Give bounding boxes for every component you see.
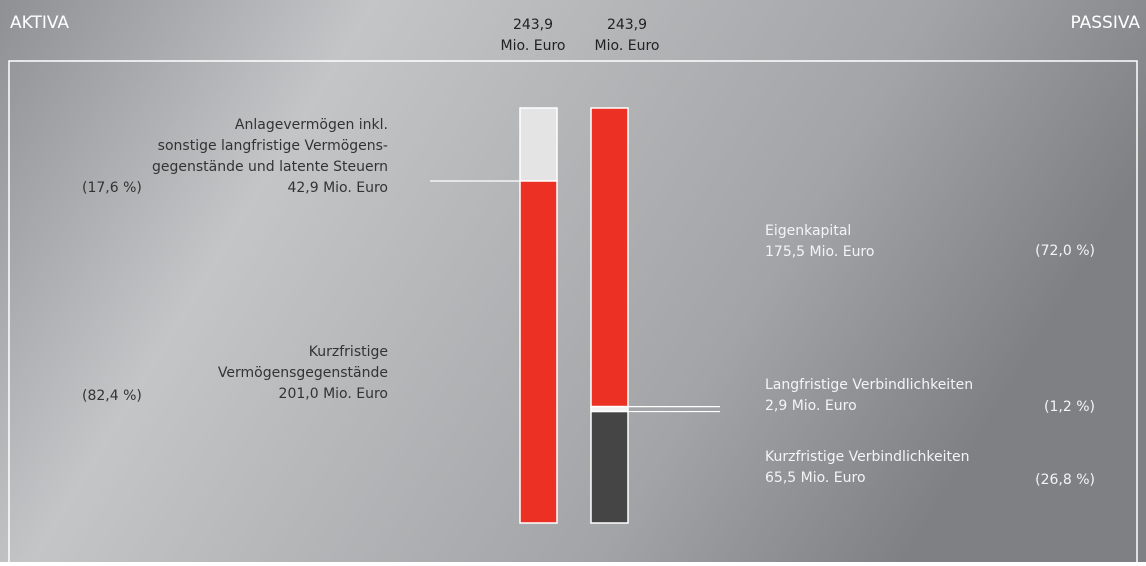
segment-name: Vermögensgegenstände bbox=[218, 365, 388, 381]
segment-name: sonstige langfristige Vermögens- bbox=[158, 138, 388, 154]
bar-segment bbox=[590, 410, 629, 524]
frame bbox=[8, 60, 1138, 566]
segment-name: Anlagevermögen inkl. bbox=[235, 117, 388, 133]
bar-segment bbox=[519, 107, 558, 182]
total-unit: Mio. Euro bbox=[501, 38, 566, 54]
total-label: 243,9 bbox=[513, 17, 553, 33]
segment-name: gegenstände und latente Steuern bbox=[152, 159, 388, 175]
segment-value: 65,5 Mio. Euro bbox=[765, 470, 866, 486]
segment-value: 42,9 Mio. Euro bbox=[287, 180, 388, 196]
total-label: 243,9 bbox=[607, 17, 647, 33]
segment-share: (26,8 %) bbox=[1035, 472, 1095, 488]
total-unit: Mio. Euro bbox=[595, 38, 660, 54]
segment-name: Kurzfristige bbox=[309, 344, 388, 360]
bar-segment bbox=[519, 180, 558, 524]
side-title: AKTIVA bbox=[10, 13, 69, 33]
segment-name: Langfristige Verbindlichkeiten bbox=[765, 377, 973, 393]
segment-share: (72,0 %) bbox=[1035, 243, 1095, 259]
segment-name: Kurzfristige Verbindlichkeiten bbox=[765, 449, 970, 465]
segment-share: (82,4 %) bbox=[82, 388, 142, 404]
side-title: PASSIVA bbox=[1070, 13, 1140, 33]
segment-value: 2,9 Mio. Euro bbox=[765, 398, 857, 414]
segment-share: (17,6 %) bbox=[82, 180, 142, 196]
segment-value: 201,0 Mio. Euro bbox=[279, 386, 388, 402]
bar-segment bbox=[590, 107, 629, 408]
segment-share: (1,2 %) bbox=[1044, 399, 1095, 415]
segment-value: 175,5 Mio. Euro bbox=[765, 244, 874, 260]
segment-name: Eigenkapital bbox=[765, 223, 851, 239]
